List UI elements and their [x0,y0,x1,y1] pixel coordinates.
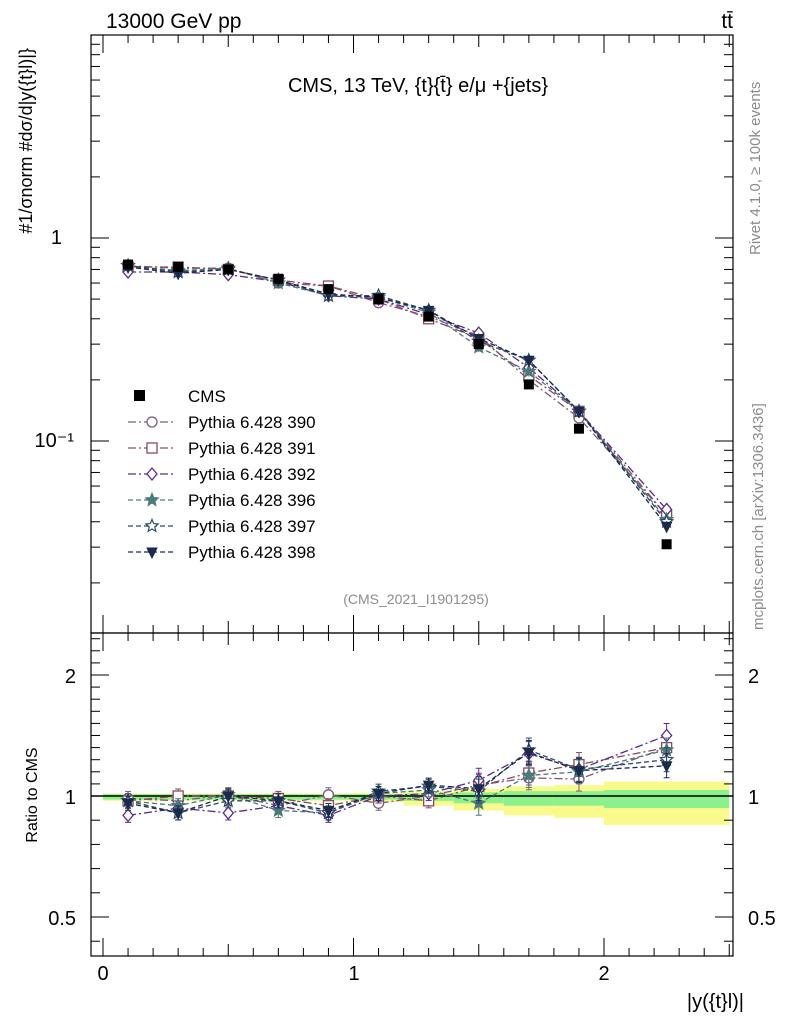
main-series-lines [128,265,668,527]
legend-label-4: Pythia 6.428 397 [188,517,316,536]
cms-point [223,264,234,275]
series-5-point [573,406,585,419]
legend-label-1: Pythia 6.428 391 [188,439,316,458]
cms-point [373,294,384,305]
cms-point [123,259,134,270]
cms-point [173,261,184,272]
legend-marker-2 [146,466,158,482]
legend-marker-1 [146,442,158,454]
cms-data-points [123,259,672,550]
ratio-series-5-point [222,791,235,804]
legend-marker-5 [146,547,158,560]
stat-uncertainty-band [503,791,554,806]
ratio-series-5-point [372,789,385,801]
chart-title: CMS, 13 TeV, {t}{t̄} e/μ +{jets} [288,75,548,97]
cms-point [473,339,484,350]
legend-marker-4 [144,517,160,533]
ratio-y-tick-0.5: 0.5 [48,908,76,930]
cms-point [573,423,584,434]
legend-cms-marker [134,390,145,401]
ratio-series-3-point [521,767,537,782]
cms-point [423,311,434,322]
legend-label-3: Pythia 6.428 396 [188,491,316,510]
x-axis-label: |y({t}l)| [687,991,744,1013]
ratio-y-tick-0.5-right: 0.5 [748,908,776,930]
ratio-line-0 [128,746,667,807]
x-tick-label-0: 0 [97,963,108,985]
ratio-series-5-point [573,766,585,778]
legend-marker-0 [146,416,158,428]
ratio-frame [90,632,734,957]
series-5-point [422,305,435,318]
series-line-3 [128,265,668,521]
cms-point [273,273,284,284]
ratio-series-5-point [422,780,435,793]
y-axis-label: #1/σnorm #dσ/d|y({t}l)|} [16,48,36,234]
legend-marker-3 [144,491,160,507]
analysis-watermark: (CMS_2021_I1901295) [343,591,489,607]
ratio-y-tick-1: 1 [65,787,76,809]
cms-point [523,379,534,390]
legend-label-5: Pythia 6.428 398 [188,543,316,562]
ratio-series-2-point [122,808,134,823]
legend: CMS Pythia 6.428 390 Pythia 6.428 391 Pythi… [128,387,316,562]
rivet-label: Rivet 4.1.0, ≥ 100k events [747,82,764,255]
legend-label-2: Pythia 6.428 392 [188,465,316,484]
ratio-series-markers [120,723,675,823]
ratio-series-5-point [472,784,485,796]
legend-label-cms: CMS [188,387,226,406]
cms-point [323,284,334,295]
ratio-series-5-point [122,798,134,811]
ratio-series-5-point [660,761,673,773]
ratio-axis-ticks [91,633,733,956]
cms-point [661,539,672,550]
ratio-series-2-point [222,805,235,820]
series-line-5 [128,266,668,527]
x-tick-label-2: 2 [598,963,609,985]
ratio-series-5-point [523,747,535,760]
mcplots-label: mcplots.cern.ch [arXiv:1306.3436] [750,403,767,630]
energy-label: 13000 GeV pp [106,10,241,33]
ratio-y-axis-label: Ratio to CMS [24,747,41,842]
x-tick-label-1: 1 [348,963,359,985]
ratio-series-5-point [272,796,285,808]
ratio-panel: 2 1 0.5 2 1 0.5 0 1 2 Ratio to CMS |y({t… [24,632,776,1013]
series-5-point [660,521,673,534]
series-line-2 [128,271,668,510]
ratio-series-3-point [270,802,287,818]
ratio-series-5-point [172,808,184,821]
legend-label-0: Pythia 6.428 390 [188,413,316,432]
ratio-y-tick-2-right: 2 [748,666,759,688]
main-panel: CMS, 13 TeV, {t}{t̄} e/μ +{jets} (CMS_20… [16,34,734,634]
series-3-point [521,363,537,378]
stat-uncertainty-band [553,791,604,806]
ratio-y-tick-1-right: 1 [748,787,759,809]
y-tick-label-0.1: 10⁻¹ [35,430,75,452]
y-tick-label-1: 1 [51,227,62,249]
series-5-point [523,355,535,368]
ratio-y-tick-2: 2 [65,666,76,688]
stat-uncertainty-band [604,789,730,809]
process-label: tt̄ [721,10,733,33]
ratio-series-5-point [322,806,335,818]
